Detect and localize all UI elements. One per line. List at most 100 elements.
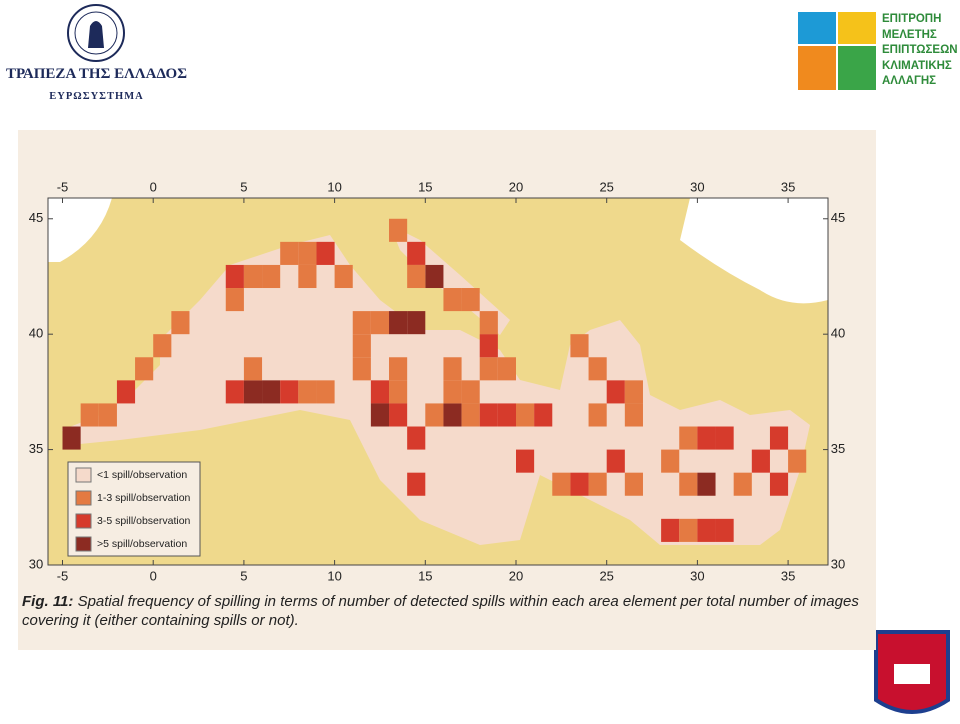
x-tick-label: 10 — [327, 568, 341, 583]
caption-label: Fig. 11: — [22, 593, 74, 610]
spill-cell — [98, 403, 117, 427]
spill-cell — [733, 472, 752, 496]
spill-cell — [407, 426, 426, 450]
committee-logo — [798, 46, 836, 90]
spill-cell — [298, 241, 317, 265]
x-tick-label: 5 — [240, 179, 247, 194]
spill-cell — [588, 357, 607, 381]
spill-cell — [606, 449, 625, 473]
black-sea — [680, 198, 828, 304]
spill-cell — [298, 264, 317, 289]
committee-line: ΕΠΙΤΡΟΠΗ — [882, 13, 942, 25]
x-tick-label: 20 — [509, 568, 523, 583]
spill-cell — [262, 380, 281, 404]
legend-swatch — [75, 536, 92, 552]
legend-label: <1 spill/observation — [97, 469, 187, 481]
spill-cell — [697, 426, 716, 450]
bank-emblem-ring — [74, 11, 118, 55]
spill-cell — [516, 449, 535, 473]
y-tick-label: 40 — [29, 326, 43, 341]
spill-cell — [116, 380, 136, 404]
x-tick-label: 25 — [599, 568, 613, 583]
spill-cell — [407, 311, 426, 335]
spill-cell — [62, 426, 81, 450]
spill-cell — [243, 357, 263, 381]
bank-emblem — [67, 4, 125, 62]
atlantic — [48, 198, 112, 262]
spill-cell — [624, 472, 643, 496]
x-tick-label: 15 — [418, 179, 432, 194]
spill-cell — [389, 218, 408, 242]
spill-cell — [443, 380, 462, 404]
spill-cell — [153, 334, 172, 358]
spill-cell — [751, 449, 770, 473]
spill-cell — [171, 311, 190, 335]
spill-cell — [225, 380, 244, 404]
x-tick-label: 30 — [690, 179, 704, 194]
legend-swatch — [75, 490, 92, 506]
spill-cell — [769, 426, 789, 450]
committee-line: ΕΠΙΠΤΩΣΕΩΝ — [882, 44, 958, 56]
spill-cell — [479, 311, 498, 335]
y-tick-label: 45 — [29, 210, 43, 225]
x-tick-label: 20 — [509, 179, 523, 194]
spill-cell — [280, 380, 299, 404]
university-logo-book — [894, 664, 930, 684]
spill-cell — [443, 288, 462, 312]
spill-cell — [243, 264, 263, 289]
spill-cell — [497, 357, 516, 381]
spill-cell — [443, 403, 462, 427]
spill-cell — [497, 403, 516, 427]
legend-label: >5 spill/observation — [97, 538, 187, 550]
spill-cell — [697, 518, 716, 542]
spill-cell — [352, 357, 371, 381]
x-tick-label: 15 — [418, 568, 432, 583]
bank-text: ΤΡΑΠΕΖΑ ΤΗΣ ΕΛΛΑΔΟΣ ΕΥΡΩΣΥΣΤΗΜΑ — [4, 66, 189, 102]
spill-cell — [316, 241, 335, 265]
x-tick-label: 25 — [599, 179, 613, 194]
spill-cell — [425, 264, 444, 289]
spill-cell — [588, 403, 607, 427]
spill-cell — [516, 403, 535, 427]
spill-cell — [334, 264, 353, 289]
x-tick-label: 35 — [781, 179, 795, 194]
spill-cell — [552, 472, 571, 496]
spill-cell — [679, 426, 698, 450]
legend-label: 3-5 spill/observation — [97, 515, 191, 527]
y-tick-label: 35 — [831, 441, 845, 456]
spill-cell — [461, 403, 480, 427]
spill-cell — [407, 241, 426, 265]
spill-cell — [624, 403, 643, 427]
spill-cell — [389, 357, 408, 381]
spill-cell — [697, 472, 716, 496]
spill-cell — [461, 380, 480, 404]
x-tick-label: 35 — [781, 568, 795, 583]
spill-cell — [370, 380, 390, 404]
bank-name: ΤΡΑΠΕΖΑ ΤΗΣ ΕΛΛΑΔΟΣ — [5, 66, 188, 82]
spill-cell — [225, 288, 244, 312]
spill-cell — [715, 518, 734, 542]
spill-cell — [370, 403, 390, 427]
spill-cell — [661, 449, 680, 473]
spill-cell — [407, 472, 426, 496]
spill-cell — [661, 518, 680, 542]
committee-text: ΕΠΙΤΡΟΠΗ ΜΕΛΕΤΗΣ ΕΠΙΠΤΩΣΕΩΝ ΚΛΙΜΑΤΙΚΗΣ ΑΛΛΑΓ… — [882, 12, 958, 90]
spill-cell — [443, 357, 462, 381]
spill-cell — [479, 403, 498, 427]
y-tick-label: 30 — [29, 556, 43, 571]
spill-cell — [534, 403, 553, 427]
spill-cell — [679, 518, 698, 542]
committee-line: ΚΛΙΜΑΤΙΚΗΣ — [882, 59, 952, 72]
caption: Fig. 11: Spatial frequency of spilling i… — [22, 592, 862, 630]
spill-cell — [389, 403, 408, 427]
spill-cell — [316, 380, 335, 404]
x-tick-label: -5 — [57, 568, 69, 583]
y-tick-label: 45 — [831, 210, 845, 225]
committee-logo — [798, 12, 836, 44]
y-tick-label: 40 — [831, 326, 845, 341]
spill-cell — [715, 426, 734, 450]
x-tick-label: 30 — [690, 568, 704, 583]
x-tick-label: -5 — [57, 179, 69, 194]
legend-swatch — [75, 513, 92, 529]
